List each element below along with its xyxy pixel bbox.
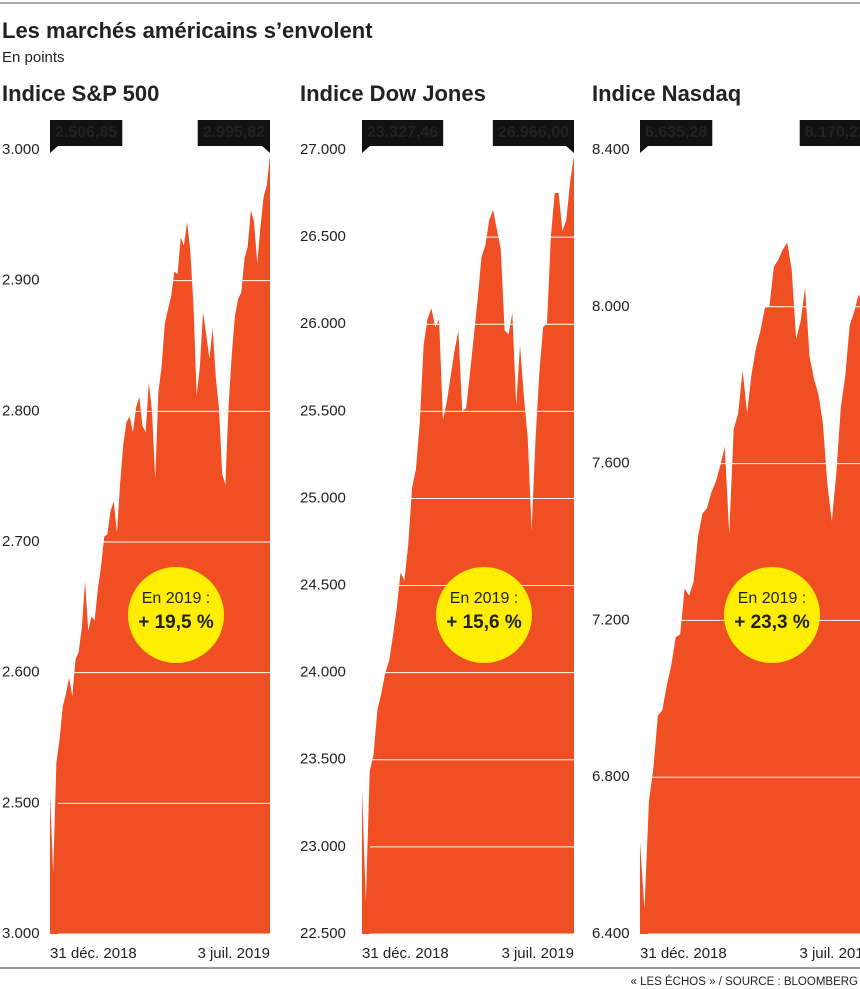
- x-tick-label: 3 juil. 2019: [197, 945, 270, 962]
- annotation-circle: [724, 567, 820, 663]
- y-tick-label: 7.200: [592, 611, 630, 628]
- x-tick-label: 3 juil. 2019: [799, 945, 860, 962]
- annotation-circle: [436, 567, 532, 663]
- annotation: + 23,3 %: [734, 612, 810, 633]
- y-tick-label: 24.500: [300, 577, 346, 594]
- y-tick-label: 8.400: [592, 141, 630, 158]
- value-label-box: [197, 120, 270, 146]
- y-tick-label: 25.500: [300, 402, 346, 419]
- y-tick-label: 26.000: [300, 315, 346, 332]
- y-tick-label: 23.500: [300, 751, 346, 768]
- panel-title: Indice Nasdaq: [592, 81, 741, 106]
- annotation: + 19,5 %: [138, 612, 214, 633]
- value-label-box: [362, 120, 444, 146]
- area: [362, 155, 574, 935]
- value-label: 2.995,82: [203, 124, 265, 141]
- area: [50, 155, 270, 934]
- y-tick-label: 3.000: [2, 925, 40, 942]
- y-tick-label: 24.000: [300, 664, 346, 681]
- value-label-box: [799, 120, 860, 146]
- y-tick-label: 2.600: [2, 664, 40, 681]
- annotation: + 15,6 %: [446, 612, 522, 633]
- panel-title: Indice Dow Jones: [300, 81, 486, 106]
- x-tick-label: 31 déc. 2018: [640, 945, 727, 962]
- annotation: En 2019 :: [142, 590, 211, 607]
- value-label-box: [492, 120, 574, 146]
- x-tick-label: 31 déc. 2018: [50, 945, 137, 962]
- y-tick-label: 25.000: [300, 489, 346, 506]
- y-tick-label: 2.500: [2, 794, 40, 811]
- chart-title: Les marchés américains s’envolent: [2, 18, 373, 43]
- annotation-circle: [128, 567, 224, 663]
- value-label: 8.170,23: [805, 124, 860, 141]
- y-tick-label: 2.700: [2, 533, 40, 550]
- y-tick-label: 22.500: [300, 925, 346, 942]
- value-label-pointer: [640, 146, 648, 153]
- value-label-box: [50, 120, 123, 146]
- y-tick-label: 2.800: [2, 402, 40, 419]
- x-tick-label: 31 déc. 2018: [362, 945, 449, 962]
- value-label: 6.635,28: [645, 124, 707, 141]
- value-label-box: [640, 120, 713, 146]
- annotation: En 2019 :: [738, 590, 807, 607]
- y-tick-label: 3.000: [2, 141, 40, 158]
- source: « LES ÉCHOS » / SOURCE : BLOOMBERG: [630, 975, 858, 988]
- value-label: 2.506,85: [55, 124, 117, 141]
- y-tick-label: 8.000: [592, 298, 630, 315]
- value-label: 26.966,00: [498, 124, 569, 141]
- y-tick-label: 26.500: [300, 228, 346, 245]
- y-tick-label: 27.000: [300, 141, 346, 158]
- value-label-pointer: [50, 146, 58, 153]
- y-tick-label: 6.800: [592, 768, 630, 785]
- value-label: 23.327,46: [367, 124, 438, 141]
- value-label-pointer: [262, 146, 270, 153]
- value-label-pointer: [566, 146, 574, 153]
- y-tick-label: 7.600: [592, 455, 630, 472]
- y-tick-label: 23.000: [300, 838, 346, 855]
- subtitle: En points: [2, 49, 65, 66]
- y-tick-label: 2.900: [2, 272, 40, 289]
- panel-title: Indice S&P 500: [2, 81, 159, 106]
- y-tick-label: 6.400: [592, 925, 630, 942]
- annotation: En 2019 :: [450, 590, 519, 607]
- value-label-pointer: [362, 146, 370, 153]
- x-tick-label: 3 juil. 2019: [501, 945, 574, 962]
